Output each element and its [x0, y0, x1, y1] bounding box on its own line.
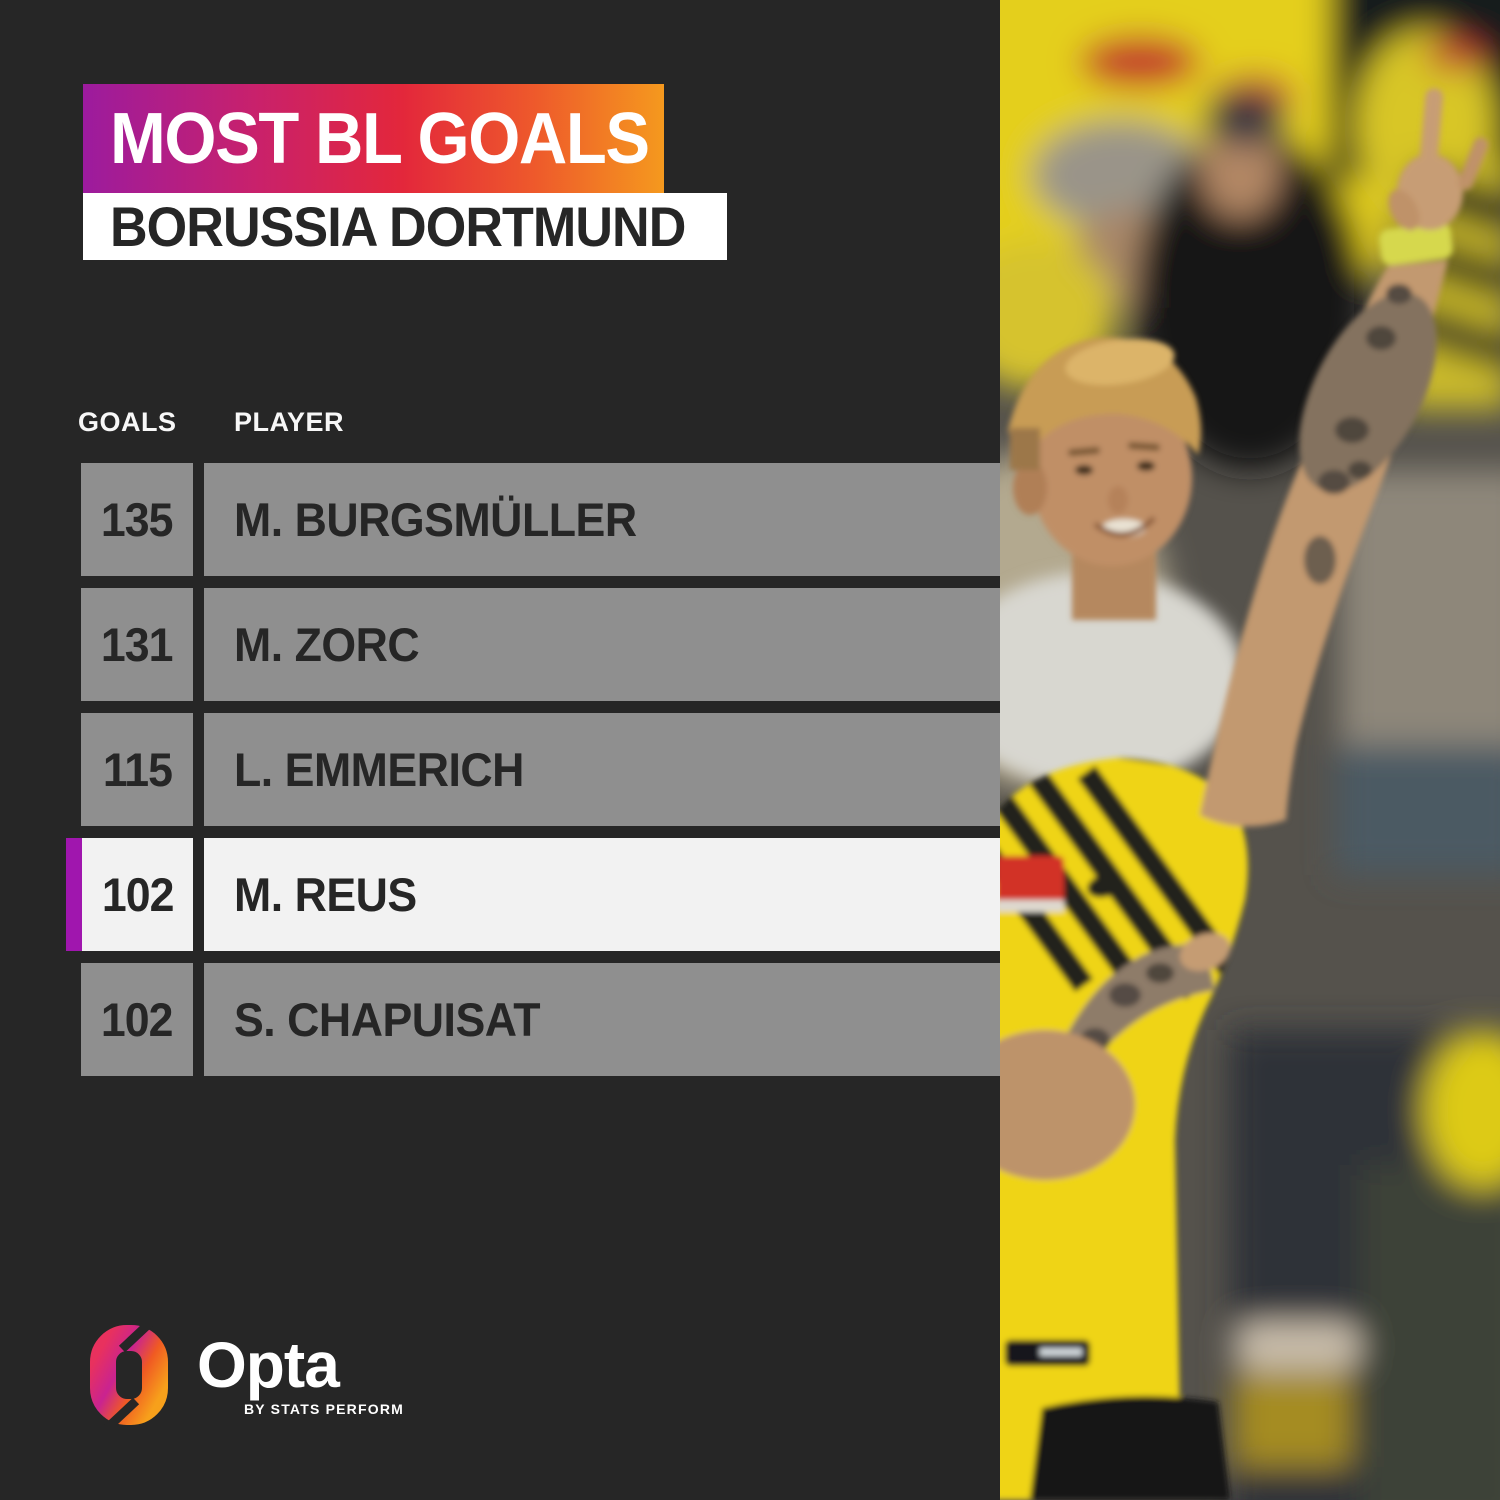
goals-cell: 102: [66, 838, 193, 951]
player-cell: M. ZORC: [204, 588, 1000, 701]
opta-logo-icon: [90, 1325, 168, 1425]
player-cell: L. EMMERICH: [204, 713, 1000, 826]
page-title: MOST BL GOALS: [110, 98, 650, 179]
player-cell: M. BURGSMÜLLER: [204, 463, 1000, 576]
goals-cell: 135: [81, 463, 193, 576]
player-photo: [1000, 0, 1500, 1500]
player-cell: M. REUS: [204, 838, 1000, 951]
player-cell: S. CHAPUISAT: [204, 963, 1000, 1076]
brand-name: Opta: [197, 1329, 340, 1401]
page-subtitle: BORUSSIA DORTMUND: [110, 195, 686, 258]
goals-cell: 102: [81, 963, 193, 1076]
goals-cell: 131: [81, 588, 193, 701]
column-header-goals: GOALS: [78, 407, 177, 437]
brand-byline: BY STATS PERFORM: [244, 1401, 404, 1417]
player-photo-illustration: [1000, 0, 1500, 1500]
title-banner: MOST BL GOALS: [83, 84, 664, 193]
subtitle-banner: BORUSSIA DORTMUND: [83, 193, 727, 260]
goals-cell: 115: [81, 713, 193, 826]
opta-logo: Opta BY STATS PERFORM: [90, 1325, 490, 1435]
column-header-player: PLAYER: [234, 407, 345, 437]
